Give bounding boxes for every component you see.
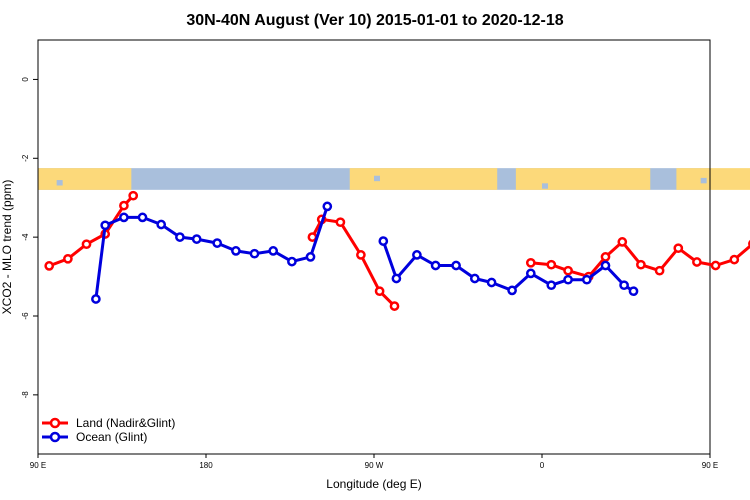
map-water-patch-0 [56,180,63,186]
series-0-point-2-1 [546,259,557,270]
map-land-region-0 [38,168,132,190]
legend-land-marker [49,417,61,429]
chart-title: 30N-40N August (Ver 10) 2015-01-01 to 20… [186,12,563,29]
series-0-point-2-7 [654,265,665,276]
series-0-point-2-2 [563,265,573,276]
series-1-point-1-2 [412,250,422,260]
series-0-point-2-4 [600,252,611,262]
map-strip [38,168,750,190]
series-1-point-0-1 [100,220,111,231]
series-1-point-1-1 [391,273,402,284]
series-0-point-0-4 [119,200,129,211]
series-1-point-0-10 [268,246,279,256]
x-axis: 90 E 180 90 W 0 90 E [30,454,718,470]
series-1-point-1-8 [525,268,536,279]
series-1-line-0 [94,205,329,300]
x-axis-label: Longitude (deg E) [326,477,421,491]
series-1-point-0-9 [249,248,260,259]
series-0-point-2-9 [692,257,702,267]
series-1-point-1-9 [546,280,557,291]
map-land-region-1 [349,168,498,190]
series-1-point-0-8 [231,246,241,256]
series-1-point-1-0 [378,236,389,246]
series-1-point-1-10 [563,274,573,285]
series-1-point-0-7 [212,238,223,248]
series-0-point-1-3 [356,250,366,260]
series-1-point-1-4 [451,260,461,271]
series-1-point-0-4 [156,219,167,230]
series-1-point-1-14 [628,286,639,297]
series-1-point-0-3 [137,212,148,223]
series-1-point-0-6 [191,234,202,244]
x-tick-label-2: 90 W [365,461,384,470]
series-1-point-1-3 [430,260,441,271]
series-1-point-1-13 [619,280,629,291]
series-1-point-0-5 [175,232,185,242]
series-layer [44,190,750,311]
series-1-point-0-12 [305,252,316,262]
series-0-point-1-4 [374,286,385,297]
legend-land-label: Land (Nadir&Glint) [76,416,175,430]
series-0-point-0-2 [81,239,92,250]
y-tick-label-4: -8 [21,391,30,399]
series-0-point-2-6 [636,259,646,270]
map-land-region-3 [676,168,750,190]
legend-entry-land: Land (Nadir&Glint) [42,416,175,430]
series-0-point-2-11 [729,254,740,265]
map-land [38,168,750,190]
series-1-point-0-2 [119,212,129,223]
x-tick-label-1: 180 [199,461,213,470]
legend-entry-ocean: Ocean (Glint) [42,430,147,444]
series-0-point-1-2 [335,217,346,228]
series-0-point-1-5 [389,301,400,311]
series-1-point-1-6 [486,277,497,288]
series-1-point-0-11 [287,256,297,267]
y-axis: 0 -2 -4 -6 -8 [21,77,38,399]
series-0-point-0-1 [63,253,73,264]
series-1-point-0-0 [91,294,101,304]
series-0 [44,190,750,311]
series-1 [91,201,639,304]
y-tick-label-1: -2 [21,154,30,162]
series-1-point-1-11 [581,274,592,285]
legend-ocean-marker [49,431,61,443]
series-1-point-1-5 [469,273,480,284]
series-0-line-2 [530,240,750,279]
series-0-point-0-0 [44,261,55,271]
y-axis-label: XCO2 - MLO trend (ppm) [0,180,14,315]
series-0-point-2-8 [673,243,684,254]
y-tick-label-2: -4 [21,233,30,241]
x-tick-label-0: 90 E [30,461,46,470]
map-water-patch-2 [542,183,548,189]
map-land-region-2 [515,168,651,190]
x-tick-label-4: 90 E [702,461,718,470]
legend-ocean-label: Ocean (Glint) [76,430,147,444]
map-water-patch-3 [700,177,707,184]
map-water-patch-1 [374,175,380,182]
series-0-point-0-5 [128,190,139,201]
series-1-point-0-13 [322,201,333,212]
legend: Land (Nadir&Glint) Ocean (Glint) [42,416,175,444]
plot-frame [37,39,711,455]
series-0-point-2-0 [525,257,536,268]
y-tick-label-0: 0 [21,77,30,82]
series-0-point-2-5 [617,237,628,247]
y-tick-label-3: -6 [21,312,30,320]
series-0-point-2-10 [710,260,721,271]
series-1-point-1-12 [600,260,611,271]
series-1-point-1-7 [507,285,517,296]
x-tick-label-3: 0 [540,461,545,470]
